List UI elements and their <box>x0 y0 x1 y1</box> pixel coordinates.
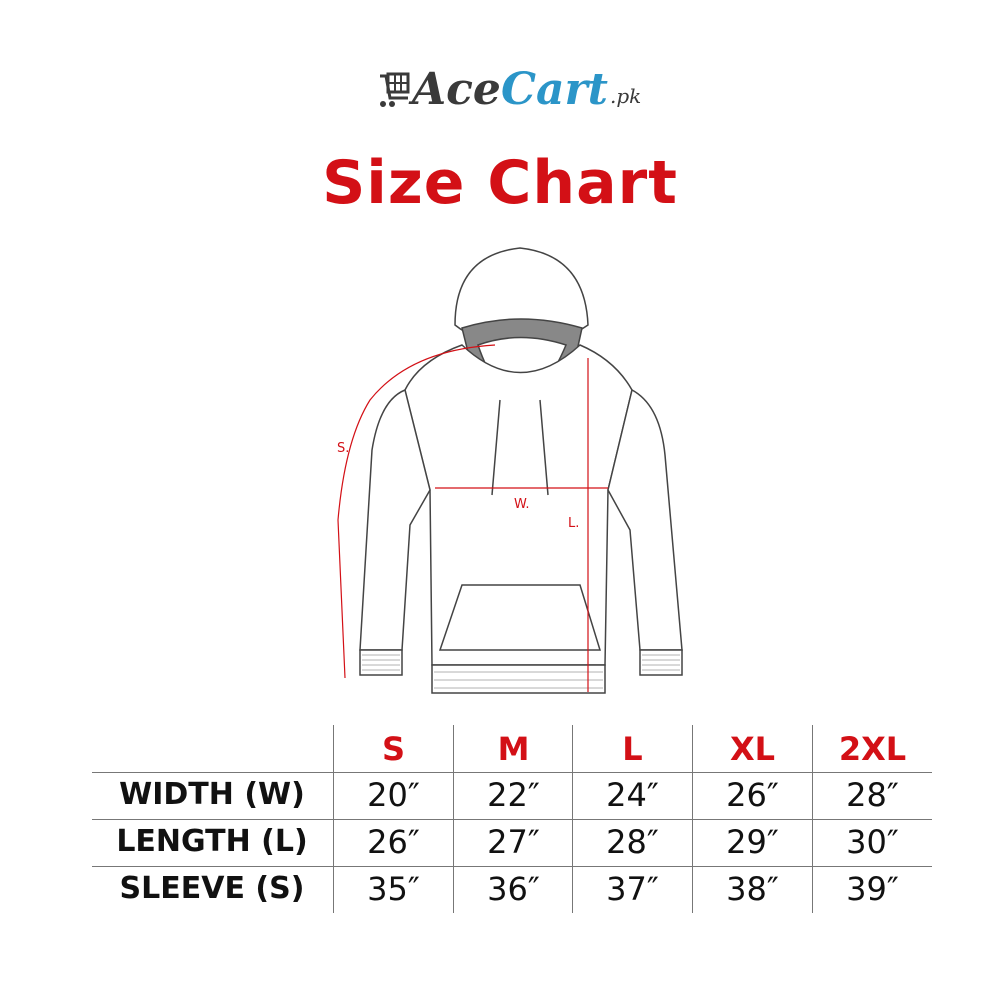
logo-text-ace: Ace <box>412 64 501 115</box>
size-header-l: L <box>622 730 643 768</box>
table-cell: 38″ <box>726 870 779 908</box>
width-label: W. <box>514 497 530 512</box>
size-header-s: S <box>381 730 406 768</box>
hoodie-diagram: S. W. L. <box>337 247 683 694</box>
table-cell: 28″ <box>606 823 659 861</box>
table-cell: 22″ <box>487 776 540 814</box>
acecart-logo: Ace Cart .pk <box>378 48 641 112</box>
logo-text-suffix: .pk <box>609 84 642 108</box>
row-divider <box>92 772 932 773</box>
table-cell: 37″ <box>606 870 659 908</box>
size-header-2xl: 2XL <box>838 730 907 768</box>
row-divider <box>92 819 932 820</box>
table-cell: 24″ <box>606 776 659 814</box>
table-cell: 26″ <box>367 823 420 861</box>
table-cell: 29″ <box>726 823 779 861</box>
logo-text-cart: Cart <box>500 64 608 115</box>
table-cell: 36″ <box>487 870 540 908</box>
table-cell: 28″ <box>846 776 899 814</box>
table-cell: 27″ <box>487 823 540 861</box>
length-label: L. <box>568 516 579 531</box>
row-label-width: WIDTH (W) <box>119 777 305 812</box>
page-title: Size Chart <box>322 148 678 218</box>
table-cell: 35″ <box>367 870 420 908</box>
sleeve-measure-line <box>337 344 496 679</box>
kangaroo-pocket <box>438 584 602 651</box>
table-cell: 26″ <box>726 776 779 814</box>
left-sleeve <box>359 388 431 651</box>
size-header-xl: XL <box>729 730 776 768</box>
row-label-length: LENGTH (L) <box>116 824 308 859</box>
sleeve-label: S. <box>337 441 349 456</box>
table-cell: 30″ <box>846 823 899 861</box>
table-cell: 39″ <box>846 870 899 908</box>
shopping-cart-icon <box>380 72 410 107</box>
table-cell: 20″ <box>367 776 420 814</box>
size-header-m: M <box>497 730 530 768</box>
row-divider <box>92 866 932 867</box>
row-label-sleeve: SLEEVE (S) <box>119 871 305 906</box>
right-sleeve <box>607 388 683 651</box>
